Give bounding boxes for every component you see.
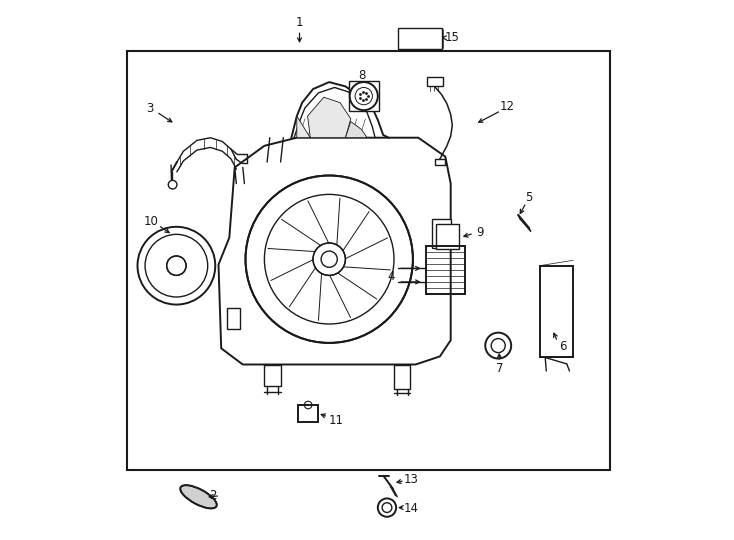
Polygon shape [394,364,410,389]
Bar [436,224,459,249]
Polygon shape [432,219,451,248]
Bar [298,405,319,422]
Text: 6: 6 [559,340,566,353]
Polygon shape [308,97,351,138]
Circle shape [313,243,346,275]
Bar [349,81,379,111]
Text: 15: 15 [445,31,459,44]
Circle shape [485,333,511,359]
Text: 5: 5 [526,191,533,204]
Bar [127,51,610,470]
Circle shape [167,256,186,275]
Text: 13: 13 [404,473,418,486]
Bar [435,159,445,165]
Text: 2: 2 [209,489,217,502]
Circle shape [378,498,396,517]
Polygon shape [264,364,280,386]
Bar [539,266,573,357]
Circle shape [349,82,378,110]
Polygon shape [219,138,451,364]
Text: 14: 14 [404,502,419,515]
Text: 12: 12 [500,100,515,113]
Circle shape [168,180,177,189]
Text: 10: 10 [144,215,159,228]
Text: 3: 3 [146,102,153,114]
Polygon shape [297,116,310,138]
Bar [398,28,442,49]
Circle shape [137,227,215,305]
Text: 11: 11 [328,414,344,427]
Polygon shape [346,122,367,138]
Bar [427,77,443,86]
Polygon shape [227,308,240,329]
Bar [426,246,465,294]
Text: 8: 8 [358,69,366,82]
Text: 7: 7 [495,362,503,375]
Circle shape [245,176,413,343]
Text: 1: 1 [296,16,303,29]
Ellipse shape [181,485,217,509]
Text: 9: 9 [476,226,484,239]
Text: 4: 4 [388,270,395,283]
